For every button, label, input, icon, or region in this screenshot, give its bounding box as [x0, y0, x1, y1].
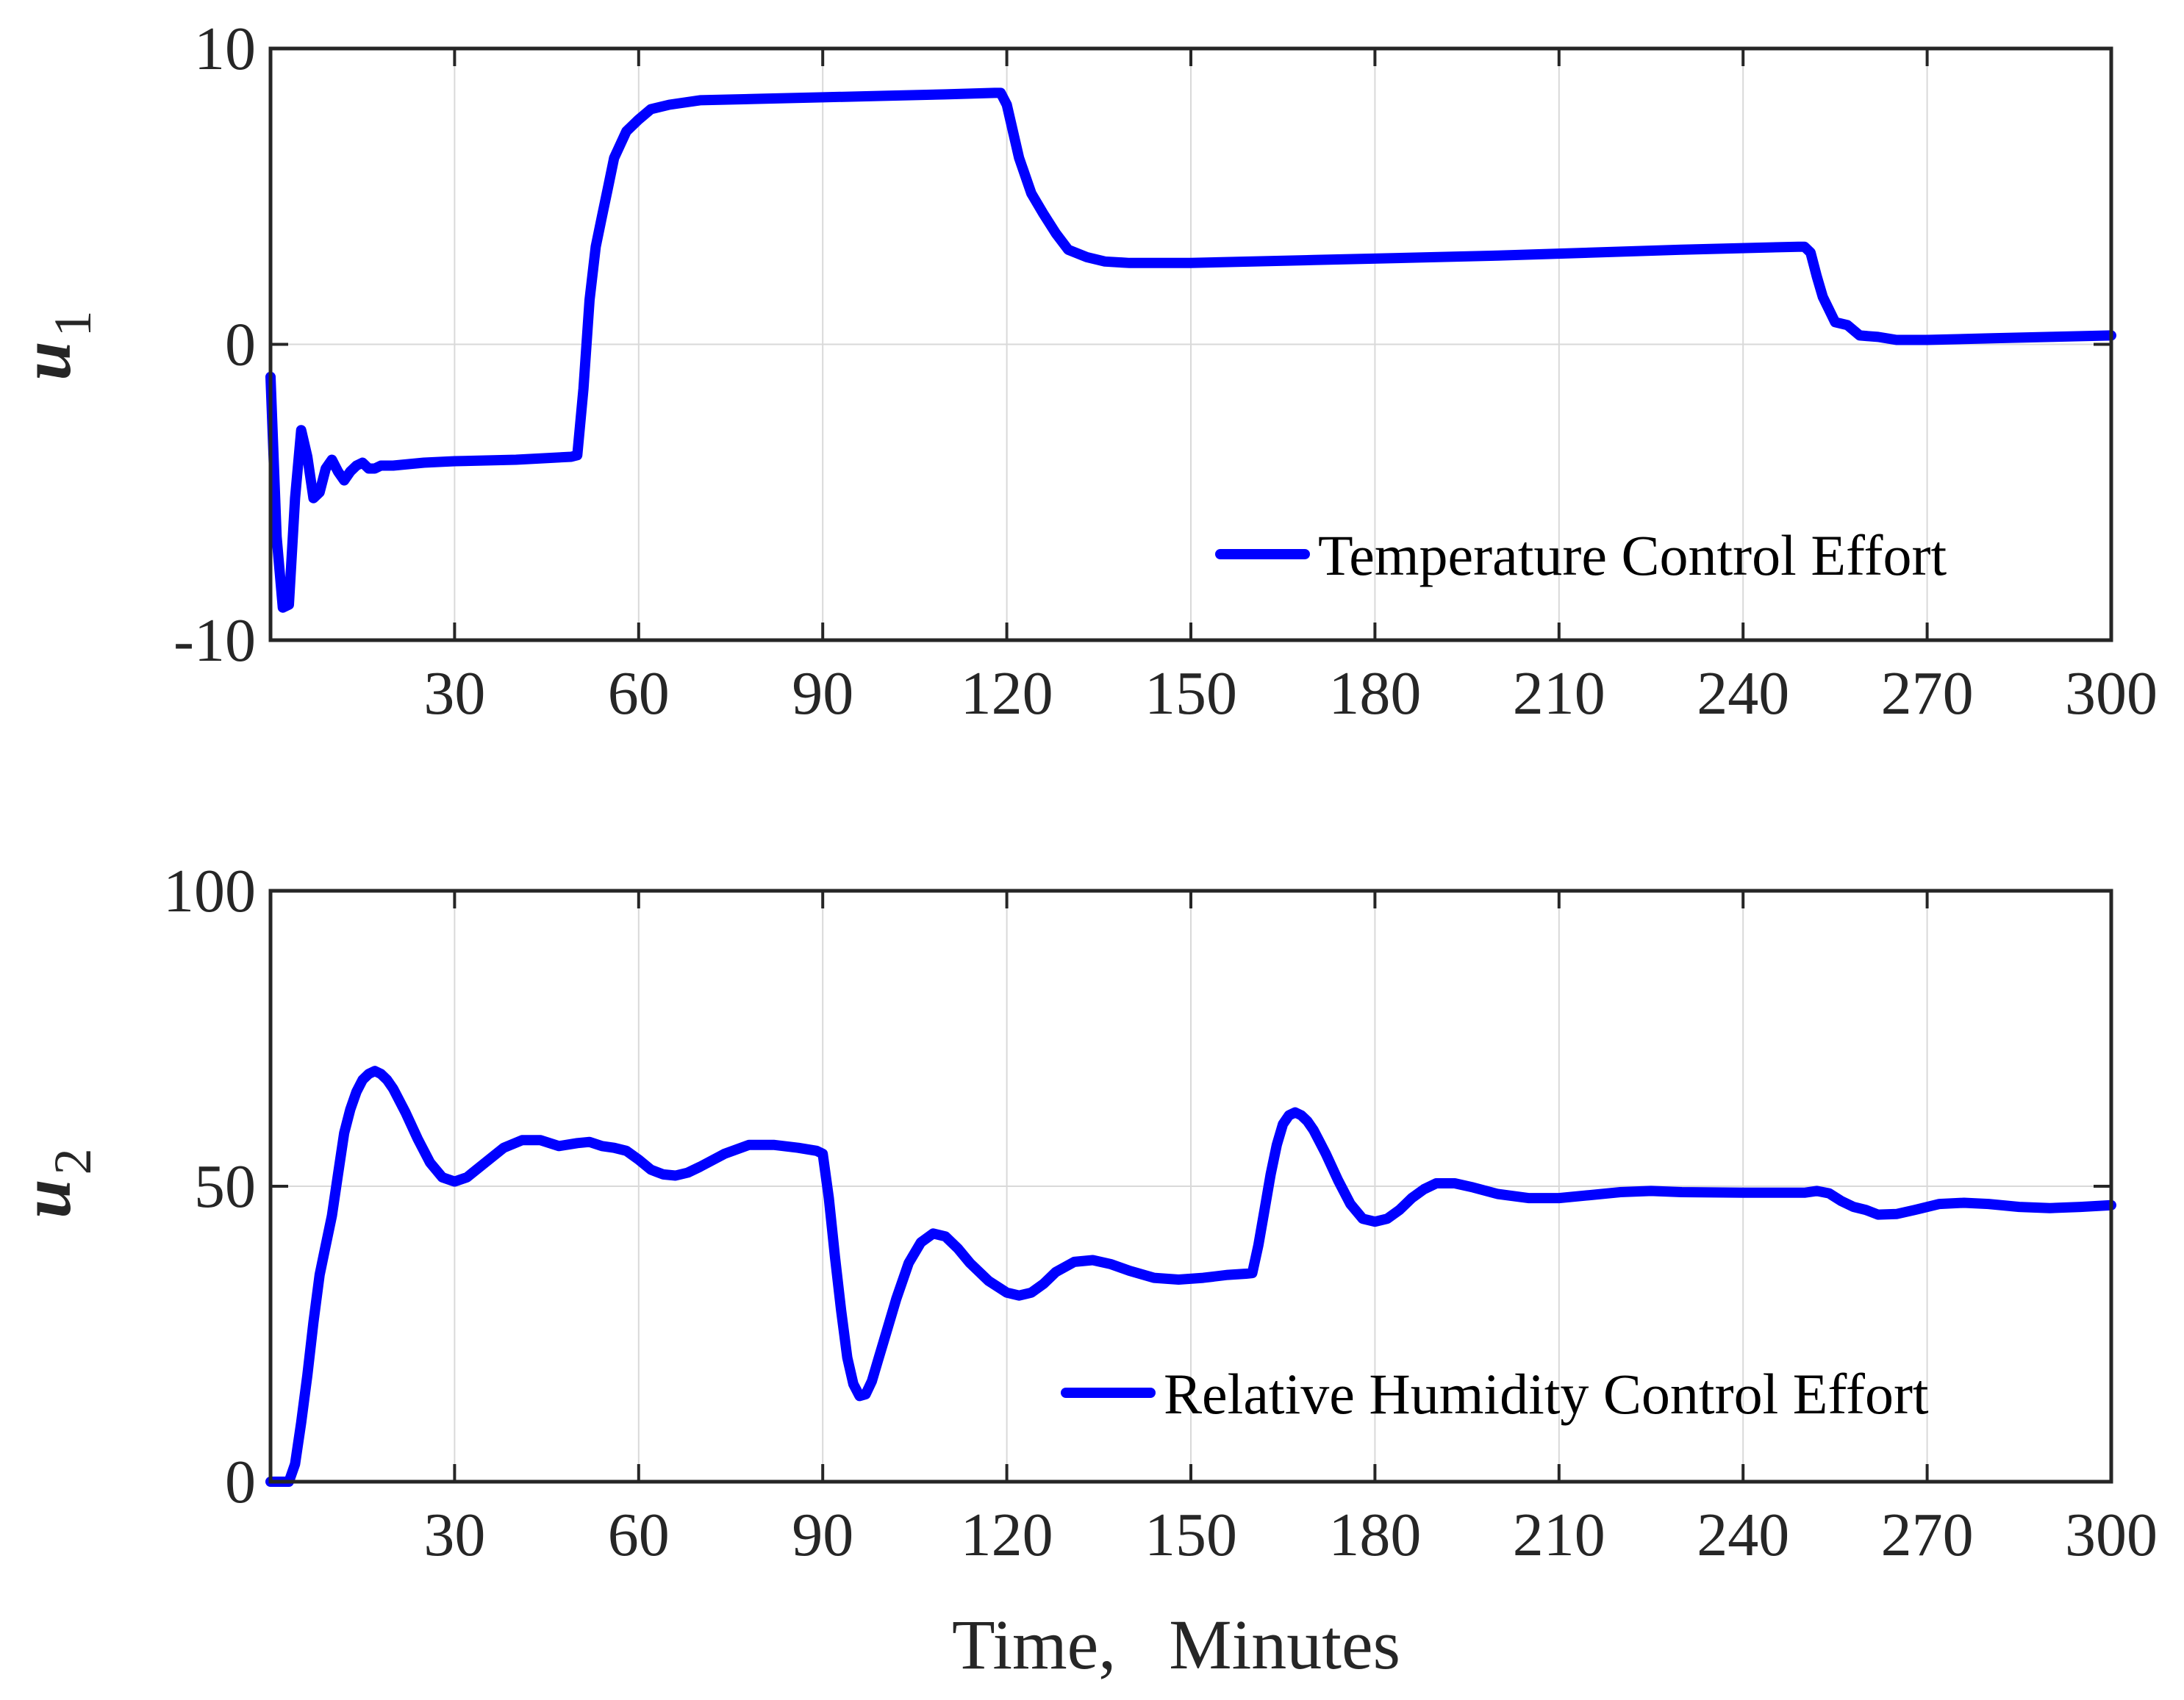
top-xtick-label-210: 210	[1513, 659, 1605, 728]
bottom-xtick-label-210: 210	[1513, 1501, 1605, 1569]
top-ytick-label-0: -10	[173, 606, 256, 675]
bottom-xtick-label-270: 270	[1881, 1501, 1974, 1569]
bottom-ytick-label-0: 0	[225, 1448, 256, 1516]
bottom-xtick-label-300: 300	[2065, 1501, 2158, 1569]
bottom-subplot-ticks: 30 60 90 120 150 180 210 240 270 300 0 50 100	[163, 857, 2158, 1569]
top-subplot-ticks: 30 60 90 120 150 180 210 240 270 300 -10 0 10	[173, 15, 2158, 728]
relative-humidity-control-effort-line	[265, 1066, 2116, 1487]
bottom-xtick-label-30: 30	[423, 1501, 485, 1569]
top-xtick-label-180: 180	[1328, 659, 1421, 728]
bottom-xtick-label-90: 90	[792, 1501, 853, 1569]
top-subplot-legend: Temperature Control Effort	[1215, 523, 1947, 587]
top-xtick-label-240: 240	[1697, 659, 1789, 728]
top-ylabel-base: u	[7, 341, 85, 380]
bottom-ylabel-base: u	[7, 1179, 85, 1218]
bottom-xtick-label-240: 240	[1697, 1501, 1789, 1569]
top-xtick-label-120: 120	[961, 659, 1053, 728]
bottom-xtick-label-150: 150	[1145, 1501, 1237, 1569]
top-xtick-label-150: 150	[1145, 659, 1237, 728]
top-xtick-label-270: 270	[1881, 659, 1974, 728]
bottom-subplot-y-axis-label: u2	[7, 1148, 102, 1218]
top-xtick-label-30: 30	[423, 659, 485, 728]
top-legend-label: Temperature Control Effort	[1318, 523, 1947, 587]
top-xtick-label-60: 60	[608, 659, 670, 728]
bottom-legend-label: Relative Humidity Control Effort	[1164, 1362, 1929, 1426]
bottom-xtick-label-120: 120	[961, 1501, 1053, 1569]
top-ylabel-subscript: 1	[43, 310, 102, 337]
bottom-ytick-label-2: 100	[163, 857, 256, 925]
top-ytick-label-1: 0	[225, 311, 256, 379]
top-ytick-label-2: 10	[194, 15, 256, 83]
temperature-control-effort-line	[265, 87, 2116, 613]
x-axis-label: Time, Minutes	[952, 1605, 1400, 1684]
bottom-xtick-label-180: 180	[1328, 1501, 1421, 1569]
top-xtick-label-90: 90	[792, 659, 853, 728]
bottom-ylabel-subscript: 2	[43, 1148, 102, 1174]
top-xtick-label-300: 300	[2065, 659, 2158, 728]
bottom-ytick-label-1: 50	[194, 1152, 256, 1221]
top-subplot-y-axis-label: u1	[7, 310, 102, 380]
bottom-xtick-label-60: 60	[608, 1501, 670, 1569]
bottom-subplot-legend: Relative Humidity Control Effort	[1061, 1362, 1929, 1426]
